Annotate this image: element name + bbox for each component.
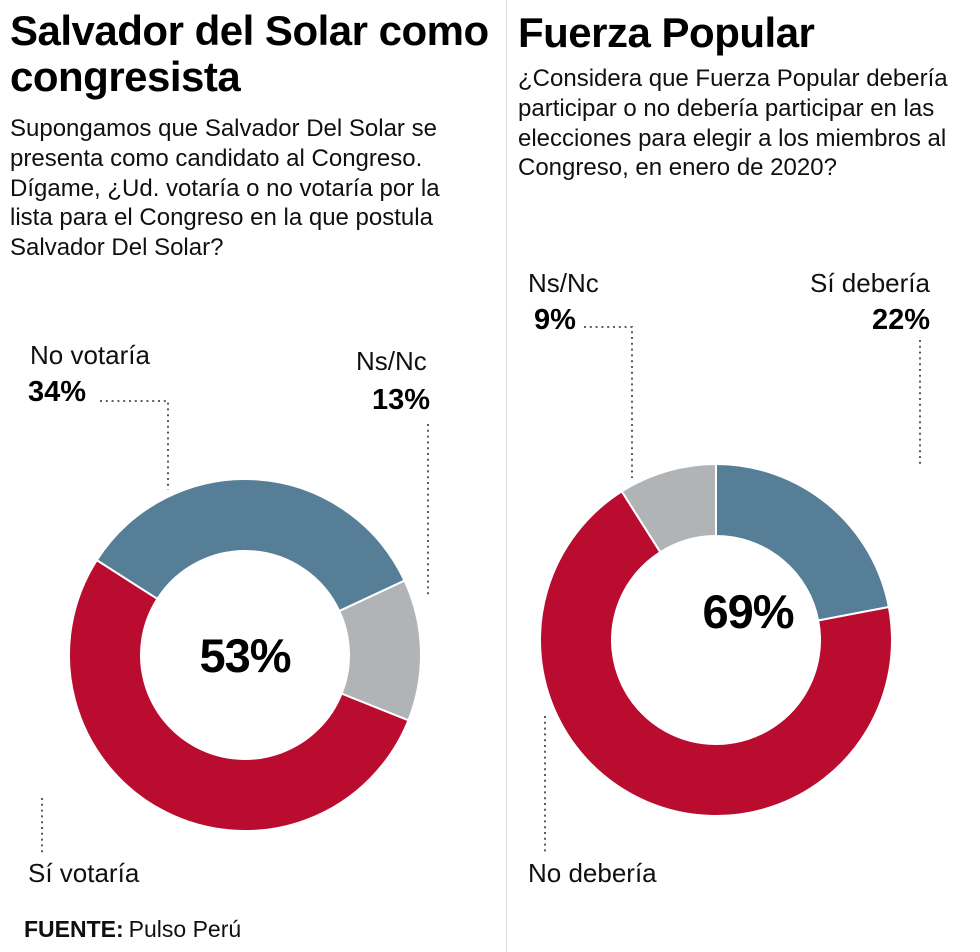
pct-nsnc-left: 13% bbox=[372, 384, 431, 416]
label-nsnc-left: Ns/Nc bbox=[356, 346, 427, 376]
chart-question-fuerza-popular: ¿Considera que Fuerza Popular debería pa… bbox=[518, 65, 948, 182]
leader-line-nsnc-right bbox=[584, 326, 633, 478]
donut-chart-salvador bbox=[68, 478, 422, 833]
chart-question-salvador: Supongamos que Salvador Del Solar se pre… bbox=[10, 115, 440, 261]
donut-slice-s-deber-a bbox=[715, 462, 891, 622]
chart-title-fuerza-popular: Fuerza Popular bbox=[518, 9, 815, 56]
donut-slice-s-votar-a bbox=[68, 558, 410, 833]
leader-line-no-votaria bbox=[100, 400, 169, 490]
column-divider bbox=[506, 0, 507, 952]
donut-chart-fuerza-popular bbox=[539, 462, 893, 817]
label-no-deberia: No debería bbox=[528, 858, 657, 888]
donut-slice-no-votar-a bbox=[95, 478, 406, 613]
pct-no-votaria: 34% bbox=[28, 376, 87, 408]
label-no-votaria: No votaría bbox=[30, 340, 150, 370]
chart-title-salvador: Salvador del Solar como congresista bbox=[10, 7, 489, 101]
label-si-votaria: Sí votaría bbox=[28, 858, 140, 888]
label-si-deberia: Sí debería bbox=[810, 268, 930, 298]
source-value: Pulso Perú bbox=[128, 916, 242, 942]
center-pct-fuerza-popular: 69% bbox=[702, 585, 794, 638]
label-nsnc-right: Ns/Nc bbox=[528, 268, 599, 298]
source-line: FUENTE: Pulso Perú bbox=[24, 916, 241, 943]
pct-si-deberia: 22% bbox=[872, 304, 931, 336]
source-label: FUENTE: bbox=[24, 916, 124, 942]
donut-slice-no-deber-a bbox=[539, 490, 893, 817]
center-pct-salvador: 53% bbox=[199, 629, 291, 682]
pct-nsnc-right: 9% bbox=[534, 304, 576, 336]
